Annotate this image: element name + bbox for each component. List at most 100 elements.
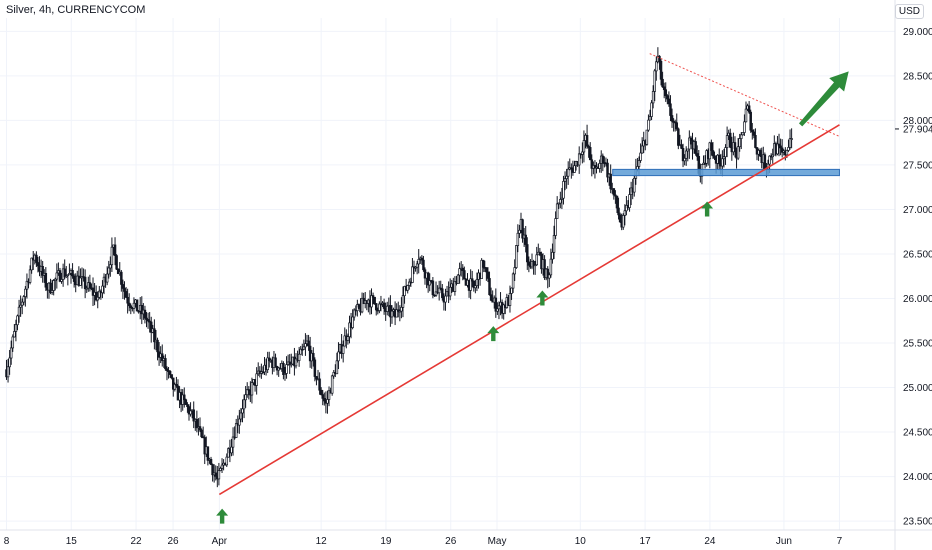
candle (658, 55, 661, 70)
candle (710, 139, 713, 156)
candle (448, 278, 452, 301)
candle-body (733, 142, 737, 150)
candle (315, 376, 318, 386)
candle (590, 154, 594, 177)
candle (659, 59, 663, 86)
candle-body (675, 122, 679, 130)
candle (116, 268, 120, 275)
candle-body (242, 399, 246, 410)
candle-body (245, 389, 249, 396)
up-arrow-shape (536, 290, 549, 306)
candle (234, 418, 238, 438)
candle (124, 286, 128, 298)
candle-body (35, 254, 38, 263)
candle (127, 293, 131, 312)
candle-body (49, 282, 52, 293)
candle-body (441, 288, 444, 299)
candle-body (143, 309, 147, 319)
candle-body (398, 310, 402, 313)
candle (777, 133, 781, 157)
candle (200, 428, 203, 439)
candle (779, 138, 782, 156)
candle (52, 279, 55, 296)
candle (588, 142, 592, 161)
y-tick-label: 24.500 (903, 428, 932, 439)
candle-body (165, 368, 169, 371)
candle (9, 340, 13, 365)
up-arrow-icon (216, 508, 229, 524)
candle (168, 370, 172, 378)
candle-body (217, 470, 221, 480)
candle-body (24, 288, 27, 297)
candle (335, 352, 339, 375)
candle-body (356, 304, 359, 311)
candle-body (183, 394, 186, 401)
currency-badge[interactable]: USD (894, 4, 924, 19)
candle-body (79, 277, 82, 286)
candle (71, 263, 74, 279)
candle (250, 377, 254, 404)
resistance-trendline (649, 53, 840, 137)
candle-body (721, 158, 724, 167)
x-tick-label: 10 (575, 536, 587, 547)
candle (327, 386, 331, 407)
candle-body (673, 121, 677, 124)
candle (123, 281, 126, 300)
candle-body (779, 145, 782, 149)
candle (434, 281, 438, 297)
candle-body (606, 162, 609, 178)
candle (651, 85, 655, 109)
candle (256, 362, 260, 377)
candle (555, 196, 559, 219)
candle (323, 392, 326, 406)
candle-body (729, 132, 732, 148)
candle (573, 160, 576, 173)
candle (241, 399, 244, 423)
annotations (216, 53, 849, 524)
candle-body (521, 219, 524, 239)
candle (225, 453, 229, 467)
candle-body (160, 353, 164, 361)
candle-body (85, 287, 88, 290)
candle-body (458, 268, 461, 276)
candle-body (695, 153, 699, 157)
candle (58, 267, 62, 283)
candle (497, 301, 501, 320)
candle (694, 137, 697, 156)
candle-body (488, 278, 491, 296)
candle (744, 101, 748, 123)
candle (666, 94, 669, 105)
candle-body (66, 274, 70, 277)
candle (44, 267, 48, 291)
candle-body (374, 303, 378, 311)
candle-body (91, 287, 95, 296)
candle-body (617, 207, 620, 216)
x-tick-label: 24 (704, 536, 716, 547)
candle (559, 191, 562, 209)
candle (494, 288, 498, 318)
candle (285, 356, 288, 379)
candle (601, 153, 605, 172)
candle-body (266, 357, 269, 371)
candle (474, 280, 477, 294)
candle-body (515, 245, 518, 268)
candle (120, 270, 123, 292)
candle-body (98, 290, 101, 298)
candle-body (170, 374, 173, 379)
candle-body (132, 302, 136, 309)
candle-body (341, 345, 345, 354)
candle-body (58, 270, 62, 282)
candle (282, 361, 285, 380)
up-arrow-shape (701, 201, 714, 217)
candle (153, 319, 156, 350)
candle (351, 309, 354, 330)
candle-body (431, 280, 435, 296)
candle (348, 315, 351, 344)
candle-body (123, 288, 126, 292)
candle-body (153, 328, 156, 343)
candle (481, 259, 485, 273)
candle-body (285, 364, 288, 374)
candle (160, 344, 164, 367)
candle (135, 299, 139, 312)
